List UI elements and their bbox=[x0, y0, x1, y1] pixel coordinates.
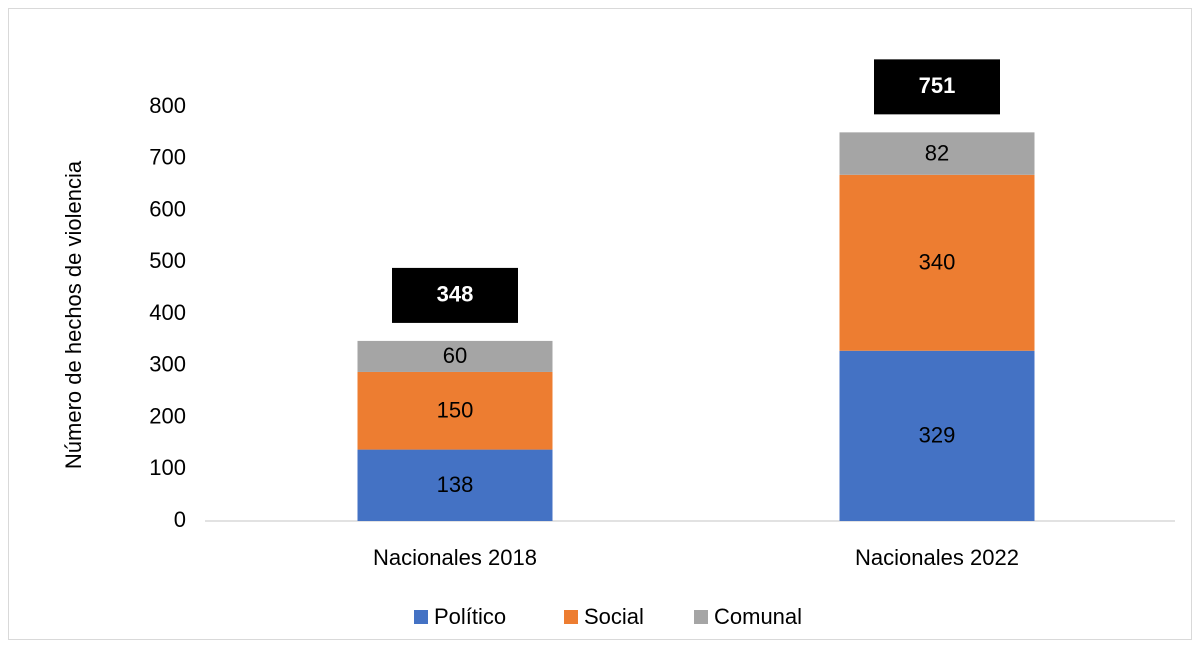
y-tick-label: 300 bbox=[149, 352, 186, 377]
total-box bbox=[392, 267, 518, 323]
bar-segment bbox=[357, 449, 553, 521]
total-box bbox=[874, 59, 1000, 115]
bar-segment bbox=[357, 340, 553, 372]
legend-label: Político bbox=[434, 604, 506, 629]
bar-segment bbox=[839, 132, 1035, 175]
y-tick-label: 100 bbox=[149, 455, 186, 480]
data-label: 150 bbox=[437, 398, 474, 423]
bar-segment bbox=[357, 371, 553, 450]
x-tick-label: Nacionales 2022 bbox=[855, 545, 1019, 570]
legend-label: Social bbox=[584, 604, 644, 629]
y-tick-label: 200 bbox=[149, 403, 186, 428]
legend-swatch bbox=[564, 610, 578, 624]
legend-swatch bbox=[694, 610, 708, 624]
data-label: 138 bbox=[437, 472, 474, 497]
legend-label: Comunal bbox=[714, 604, 802, 629]
y-tick-label: 500 bbox=[149, 248, 186, 273]
data-label: 340 bbox=[919, 250, 956, 275]
legend-swatch bbox=[414, 610, 428, 624]
total-label: 751 bbox=[919, 73, 956, 98]
y-tick-label: 800 bbox=[149, 93, 186, 118]
bar-segment bbox=[839, 174, 1035, 351]
y-axis-title: Número de hechos de violencia bbox=[61, 160, 86, 469]
y-tick-label: 0 bbox=[174, 507, 186, 532]
x-tick-label: Nacionales 2018 bbox=[373, 545, 537, 570]
data-label: 82 bbox=[925, 140, 949, 165]
y-tick-label: 600 bbox=[149, 196, 186, 221]
bar-segment bbox=[839, 350, 1035, 521]
total-label: 348 bbox=[437, 282, 474, 307]
y-tick-label: 700 bbox=[149, 145, 186, 170]
data-label: 329 bbox=[919, 423, 956, 448]
data-label: 60 bbox=[443, 343, 467, 368]
y-tick-label: 400 bbox=[149, 300, 186, 325]
